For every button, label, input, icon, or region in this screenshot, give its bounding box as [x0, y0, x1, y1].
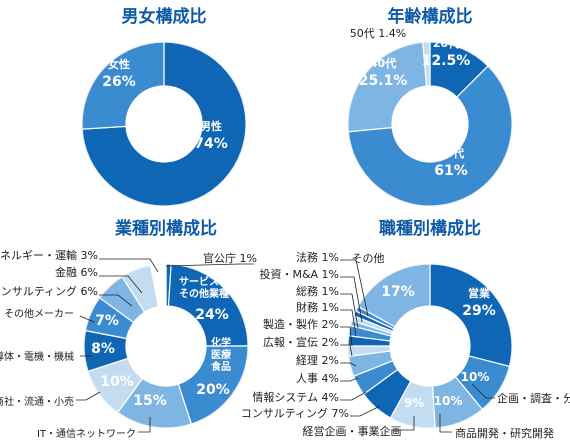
job-leader-9	[340, 326, 353, 347]
job-label-8: 広報・宣伝 2%	[263, 335, 339, 349]
gender-pct-1: 26%	[102, 74, 136, 90]
industry-pct-2: 20%	[196, 382, 230, 398]
job-pct-1: 10%	[461, 370, 490, 384]
job-leader-8	[340, 344, 353, 357]
job-leader-3	[392, 416, 415, 431]
industry-label-9: エネルギー・運輸 3%	[0, 248, 98, 262]
job-label-1: 企画・調査・分析	[497, 391, 570, 405]
industry-label-3: IT・通信ネットワーク	[37, 428, 136, 440]
industry-pct-3: 15%	[133, 393, 167, 409]
job-label-0: 営業	[468, 286, 491, 300]
age-label-3: 50代 1.4%	[350, 27, 406, 40]
job-pct-3: 9%	[404, 396, 424, 410]
industry-pct-6: 7%	[95, 313, 119, 329]
job-outline	[347, 263, 513, 429]
job-label-14: その他	[352, 252, 385, 265]
job-label-12: 投資・M&A 1%	[259, 267, 339, 281]
industry-leader-7	[99, 294, 133, 307]
industry-leader-3	[138, 417, 151, 433]
job-leader-6	[340, 377, 359, 382]
job-label-4: コンサルティング 7%	[241, 406, 349, 420]
job-leader-11	[340, 293, 359, 329]
job-label-10: 財務 1%	[296, 300, 339, 314]
industry-label-7: コンサルティング 6%	[0, 284, 98, 298]
industry-label-5: 半導体・電機・機械	[0, 350, 74, 363]
industry-pct-1: 24%	[195, 307, 229, 323]
industry-label-2-a: 化学	[211, 336, 231, 349]
job-leader-4	[350, 405, 381, 417]
age-outline	[347, 41, 513, 207]
chart-title-job: 職種別構成比	[379, 218, 481, 239]
chart-title-gender: 男女構成比	[122, 6, 207, 27]
job-leader-5	[340, 391, 367, 401]
age-pct-0: 12.5%	[422, 53, 471, 69]
job-leader-10	[340, 309, 357, 337]
industry-pct-4: 10%	[100, 374, 134, 390]
job-leader-13	[340, 259, 369, 317]
job-leader-12	[340, 276, 363, 323]
chart-title-industry: 業種別構成比	[115, 218, 217, 239]
job-label-2: 商品開発・研究開発	[455, 426, 554, 440]
gender-pct-0: 74%	[194, 136, 228, 152]
job-label-3: 経営企画・事業企画	[303, 424, 402, 438]
industry-label-2-b: 医療	[211, 348, 231, 361]
job-leader-7	[340, 362, 357, 367]
job-label-9: 製造・製作 2%	[263, 317, 339, 331]
age-label-2: 40代	[370, 56, 396, 70]
industry-label-8: 金融 6%	[55, 265, 98, 279]
job-label-13: 法務 1%	[296, 250, 339, 264]
job-pct-2: 10%	[434, 394, 463, 408]
industry-leader-0	[165, 263, 254, 267]
age-label-1: 30代	[438, 146, 464, 160]
industry-label-0: 官公庁 1%	[203, 251, 257, 265]
job-label-11: 総務 1%	[296, 284, 339, 298]
age-label-0: 20代	[433, 36, 459, 50]
job-label-5: 情報システム 4%	[252, 391, 339, 404]
job-label-7: 経理 2%	[296, 354, 339, 367]
industry-leader-4	[76, 391, 101, 401]
age-pct-2: 25.1%	[359, 73, 408, 89]
job-pct-0: 29%	[462, 303, 496, 319]
industry-pct-5: 8%	[91, 341, 115, 357]
job-leader-1	[471, 383, 495, 399]
industry-label-4: 商社・流通・小売	[0, 395, 74, 408]
industry-leader-9	[99, 258, 159, 273]
industry-label-2-c: 食品	[210, 360, 231, 373]
industry-label-1-b: その他業種	[179, 287, 229, 300]
industry-label-1-a: サービス・	[179, 275, 229, 288]
gender-outline	[81, 41, 247, 207]
industry-leader-8	[99, 275, 143, 294]
gender-label-1: 女性	[108, 57, 130, 71]
job-label-6: 人事 4%	[296, 372, 339, 385]
industry-outline	[83, 263, 249, 429]
job-pct-14: 17%	[381, 284, 415, 300]
age-pct-1: 61%	[434, 163, 468, 179]
industry-leader-6	[79, 315, 95, 323]
chart-title-age: 年齢構成比	[388, 6, 473, 27]
gender-label-0: 男性	[200, 119, 222, 133]
industry-label-6: その他メーカー	[4, 307, 74, 320]
job-leader-2	[439, 414, 452, 433]
